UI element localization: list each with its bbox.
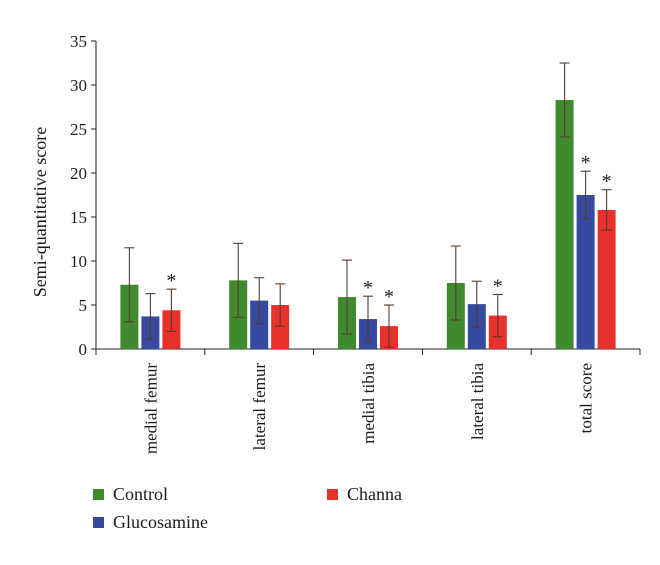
x-tick-labels: medial femur lateral femur medial tibia lat… xyxy=(141,363,595,455)
y-tick-label: 10 xyxy=(70,252,87,271)
significance-marker: * xyxy=(602,171,612,193)
y-axis-label: Semi-quantitative score xyxy=(30,127,50,297)
legend-swatch xyxy=(327,489,338,500)
axes: 0 5 10 15 20 25 30 35 xyxy=(70,32,641,359)
x-tick-label: medial tibia xyxy=(359,363,378,444)
y-tick-label: 30 xyxy=(70,76,87,95)
legend-swatch xyxy=(93,517,104,528)
bar xyxy=(597,209,616,349)
bars: * * * * * * xyxy=(120,62,616,350)
significance-marker: * xyxy=(166,270,176,292)
significance-marker: * xyxy=(581,152,591,174)
y-tick-label: 20 xyxy=(70,164,87,183)
legend-swatch xyxy=(93,489,104,500)
bar xyxy=(271,305,290,349)
y-tick-label: 5 xyxy=(79,296,88,315)
x-tick-label: total score xyxy=(577,363,596,433)
significance-marker: * xyxy=(384,286,394,308)
legend: Control Glucosamine Channa xyxy=(93,484,402,532)
significance-marker: * xyxy=(493,275,503,297)
significance-marker: * xyxy=(363,277,373,299)
bar xyxy=(555,99,574,350)
x-tick-label: lateral femur xyxy=(250,363,269,451)
bar xyxy=(576,195,595,349)
y-tick-label: 15 xyxy=(70,208,87,227)
y-tick-label: 0 xyxy=(79,340,88,359)
y-tick-label: 35 xyxy=(70,32,87,51)
x-tick-label: lateral tibia xyxy=(468,363,487,440)
x-tick-label: medial femur xyxy=(141,363,160,454)
bar xyxy=(250,300,269,349)
legend-label: Channa xyxy=(347,484,402,504)
legend-label: Control xyxy=(113,484,168,504)
legend-label: Glucosamine xyxy=(113,512,208,532)
y-tick-label: 25 xyxy=(70,120,87,139)
